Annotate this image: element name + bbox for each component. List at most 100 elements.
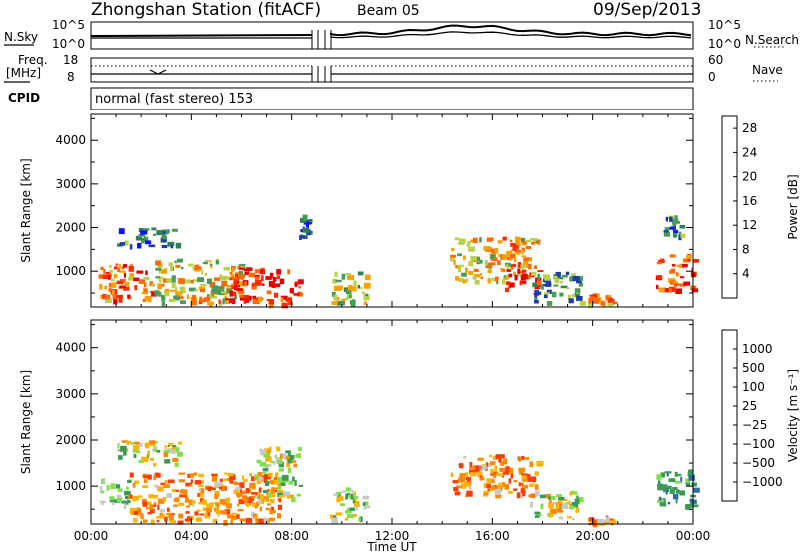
date-label: 09/Sep/2013 (593, 0, 702, 20)
power-cell (109, 265, 112, 268)
power-cell (140, 238, 145, 244)
power-cell (516, 242, 521, 247)
velocity-cell (239, 488, 242, 493)
velocity-cell (175, 497, 180, 503)
velocity-cell (333, 493, 339, 496)
velocity-cell (169, 520, 175, 523)
power-cell (486, 237, 492, 242)
velocity-cell (121, 500, 127, 504)
power-cell (680, 276, 685, 279)
velocity-cell (168, 513, 172, 519)
velocity-cell (665, 488, 668, 495)
velocity-cell (164, 459, 171, 464)
power-cell (241, 276, 244, 280)
velocity-cell (150, 519, 155, 525)
power-cell (524, 264, 530, 268)
colorbar-tick-label: 25 (742, 399, 757, 413)
velocity-cell (477, 471, 483, 478)
velocity-cell (126, 440, 132, 443)
power-cell (244, 281, 247, 287)
velocity-cell (353, 513, 357, 518)
velocity-cell (256, 459, 262, 464)
power-cell (669, 280, 677, 285)
velocity-cell (346, 514, 354, 519)
velocity-cell (521, 482, 524, 485)
velocity-cell (214, 493, 219, 500)
velocity-cell (156, 519, 160, 523)
velocity-cell (571, 517, 575, 521)
power-cell (175, 286, 178, 292)
velocity-cell (229, 480, 234, 484)
velocity-cell (576, 507, 580, 513)
power-cell (119, 242, 126, 246)
power-cell (552, 291, 557, 298)
power-cell (534, 297, 537, 302)
power-cell (687, 257, 691, 262)
power-cell (671, 218, 679, 224)
colorbar-tick-label: −25 (742, 418, 767, 432)
velocity-cell (658, 480, 661, 486)
power-cell (658, 259, 665, 263)
power-cell (276, 275, 280, 279)
power-cell (502, 278, 506, 285)
power-cell (514, 274, 518, 281)
velocity-cell (574, 491, 578, 495)
power-cell (129, 244, 133, 250)
velocity-cell (167, 479, 175, 484)
velocity-cell (556, 494, 563, 498)
velocity-cell (249, 473, 252, 476)
power-cell (569, 276, 575, 282)
velocity-cell (495, 454, 502, 460)
power-cell (232, 281, 240, 288)
velocity-cell (229, 474, 236, 481)
velocity-cell (249, 482, 256, 489)
power-cell (128, 265, 134, 272)
power-cell (350, 301, 356, 308)
velocity-cell (177, 520, 183, 525)
velocity-cell (256, 501, 260, 507)
power-cell (248, 272, 255, 278)
power-cell (528, 263, 532, 270)
velocity-cell (508, 490, 513, 494)
velocity-cell (279, 482, 286, 486)
power-cell (457, 242, 465, 245)
velocity-cell (157, 504, 160, 511)
power-cell (458, 278, 464, 283)
nave-tick-bottom: 0 (708, 70, 716, 84)
velocity-cell (576, 495, 579, 501)
velocity-cell (567, 516, 573, 519)
velocity-cell (570, 490, 575, 495)
velocity-cell (282, 480, 288, 483)
power-cell (490, 237, 494, 241)
colorbar-tick-label: 4 (742, 267, 750, 281)
power-cell (509, 265, 513, 270)
colorbar-tick-label: 8 (742, 242, 750, 256)
power-region (530, 271, 586, 306)
velocity-cell (214, 501, 219, 504)
velocity-cell (355, 501, 359, 507)
power-cell (179, 300, 186, 305)
velocity-cell (556, 510, 564, 513)
power-cell (505, 274, 511, 279)
power-cell (341, 298, 346, 301)
velocity-cell (672, 487, 678, 490)
velocity-cell (293, 463, 297, 468)
velocity-cell (152, 445, 157, 450)
velocity-cell (171, 447, 177, 450)
velocity-cell (595, 520, 599, 525)
power-cell (162, 278, 167, 283)
colorbar-frame (721, 115, 738, 299)
velocity-cell (124, 491, 131, 496)
power-cell (502, 236, 507, 241)
velocity-cell (261, 472, 267, 475)
velocity-cell (198, 502, 202, 505)
velocity-cell (450, 472, 454, 478)
power-cell (363, 301, 367, 305)
power-cell (517, 273, 523, 277)
power-cell (130, 263, 133, 268)
velocity-cell (588, 518, 591, 522)
power-cell (176, 296, 184, 300)
power-cell (143, 282, 147, 288)
power-cell (491, 248, 495, 254)
velocity-cell (275, 473, 278, 479)
